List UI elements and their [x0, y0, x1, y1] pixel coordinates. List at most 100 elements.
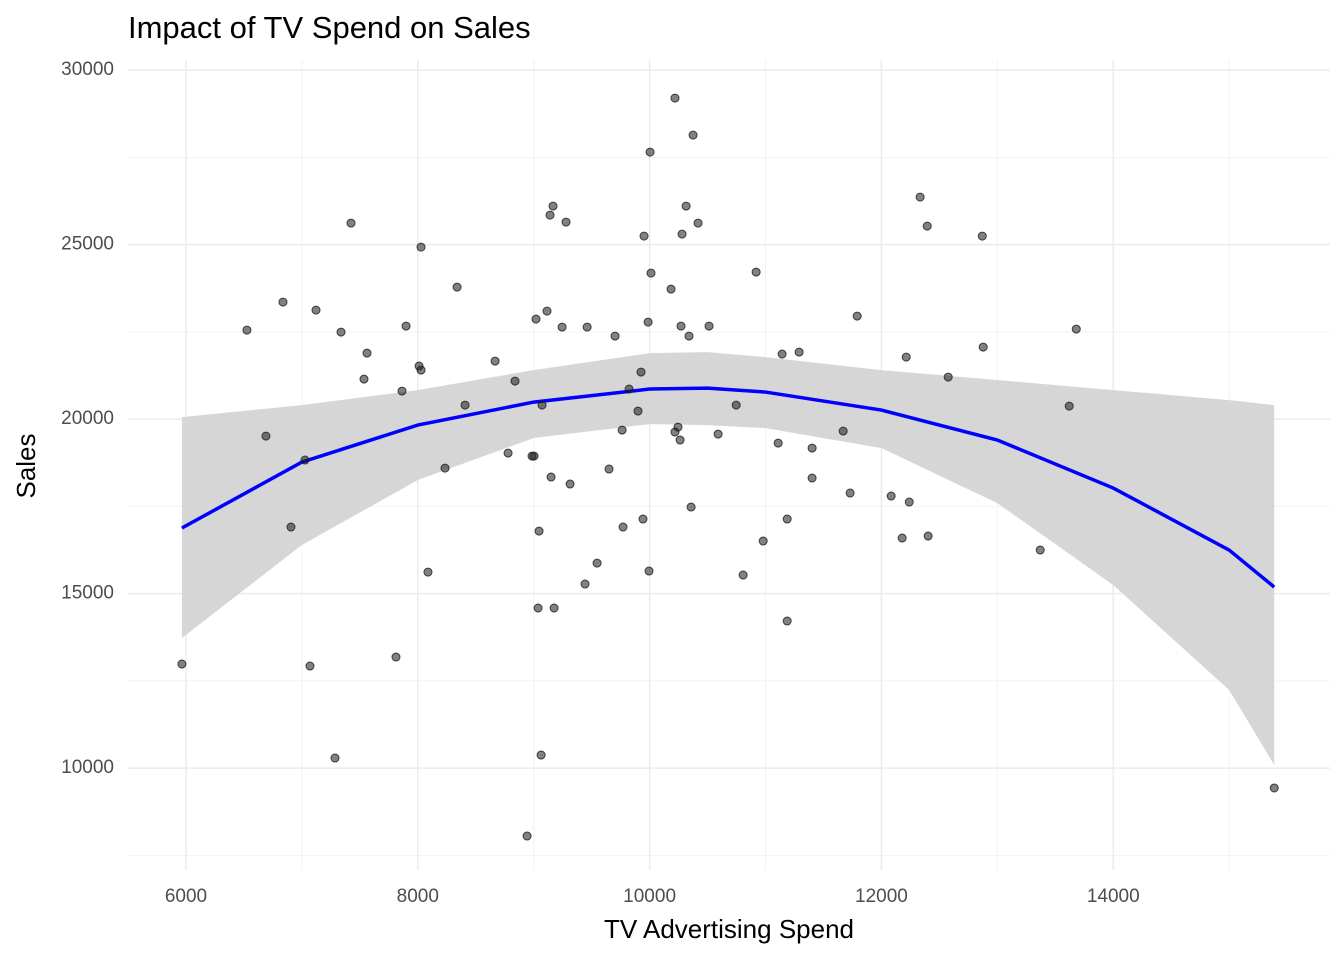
data-point: [416, 242, 426, 252]
data-point: [300, 455, 310, 465]
data-point: [510, 376, 520, 386]
data-point: [557, 322, 567, 332]
data-point: [548, 201, 558, 211]
data-point: [897, 533, 907, 543]
data-point: [794, 347, 804, 357]
x-tick-label: 10000: [623, 886, 676, 907]
data-point: [886, 491, 896, 501]
data-point: [460, 400, 470, 410]
data-point: [645, 147, 655, 157]
data-point: [922, 221, 932, 231]
data-point: [440, 463, 450, 473]
data-point: [624, 384, 634, 394]
data-point: [704, 321, 714, 331]
data-point: [782, 616, 792, 626]
data-point: [561, 217, 571, 227]
data-point: [529, 451, 539, 461]
data-point: [522, 831, 532, 841]
data-point: [546, 472, 556, 482]
y-tick-label: 10000: [61, 757, 114, 778]
data-point: [751, 267, 761, 277]
data-point: [416, 365, 426, 375]
y-tick-label: 25000: [61, 234, 114, 255]
data-point: [503, 448, 513, 458]
data-point: [688, 130, 698, 140]
data-point: [633, 406, 643, 416]
data-point: [676, 321, 686, 331]
data-point: [977, 231, 987, 241]
data-point: [533, 603, 543, 613]
data-point: [646, 268, 656, 278]
data-point: [242, 325, 252, 335]
data-point: [731, 400, 741, 410]
data-point: [807, 443, 817, 453]
data-point: [531, 314, 541, 324]
data-point: [592, 558, 602, 568]
data-point: [580, 579, 590, 589]
data-point: [904, 497, 914, 507]
data-point: [278, 297, 288, 307]
x-tick-label: 14000: [1087, 886, 1140, 907]
data-point: [177, 659, 187, 669]
data-point: [490, 356, 500, 366]
data-point: [1064, 401, 1074, 411]
data-point: [604, 464, 614, 474]
data-point: [542, 306, 552, 316]
data-point: [838, 426, 848, 436]
data-point: [644, 566, 654, 576]
data-point: [915, 192, 925, 202]
data-point: [670, 93, 680, 103]
data-point: [536, 750, 546, 760]
x-tick-label: 8000: [397, 886, 439, 907]
data-point: [943, 372, 953, 382]
data-point: [286, 522, 296, 532]
data-point: [978, 342, 988, 352]
y-tick-label: 15000: [61, 583, 114, 604]
data-point: [346, 218, 356, 228]
data-point: [636, 367, 646, 377]
data-point: [618, 522, 628, 532]
y-axis-title: Sales: [11, 433, 41, 498]
data-point: [1035, 545, 1045, 555]
data-point: [617, 425, 627, 435]
data-point: [675, 435, 685, 445]
y-tick-label: 20000: [61, 408, 114, 429]
data-point: [686, 502, 696, 512]
data-point: [359, 374, 369, 384]
data-point: [261, 431, 271, 441]
data-point: [643, 317, 653, 327]
data-point: [549, 603, 559, 613]
data-point: [401, 321, 411, 331]
data-point: [534, 526, 544, 536]
data-point: [336, 327, 346, 337]
data-point: [452, 282, 462, 292]
data-point: [901, 352, 911, 362]
data-point: [852, 311, 862, 321]
data-point: [773, 438, 783, 448]
data-point: [693, 218, 703, 228]
data-point: [537, 400, 547, 410]
data-point: [758, 536, 768, 546]
confidence-band: [181, 352, 1275, 766]
data-point: [713, 429, 723, 439]
x-tick-label: 12000: [855, 886, 908, 907]
y-tick-label: 30000: [61, 59, 114, 80]
data-point: [807, 473, 817, 483]
data-point: [1269, 783, 1279, 793]
x-tick-label: 6000: [165, 886, 207, 907]
data-point: [638, 514, 648, 524]
fit-line: [181, 386, 1276, 589]
data-point: [311, 305, 321, 315]
data-point: [397, 386, 407, 396]
data-point: [1071, 324, 1081, 334]
data-point: [305, 661, 315, 671]
data-point: [845, 488, 855, 498]
data-point: [782, 514, 792, 524]
data-point: [330, 753, 340, 763]
x-axis-title: TV Advertising Spend: [604, 914, 854, 944]
data-point: [391, 652, 401, 662]
data-point: [777, 349, 787, 359]
data-point: [684, 331, 694, 341]
data-point: [738, 570, 748, 580]
